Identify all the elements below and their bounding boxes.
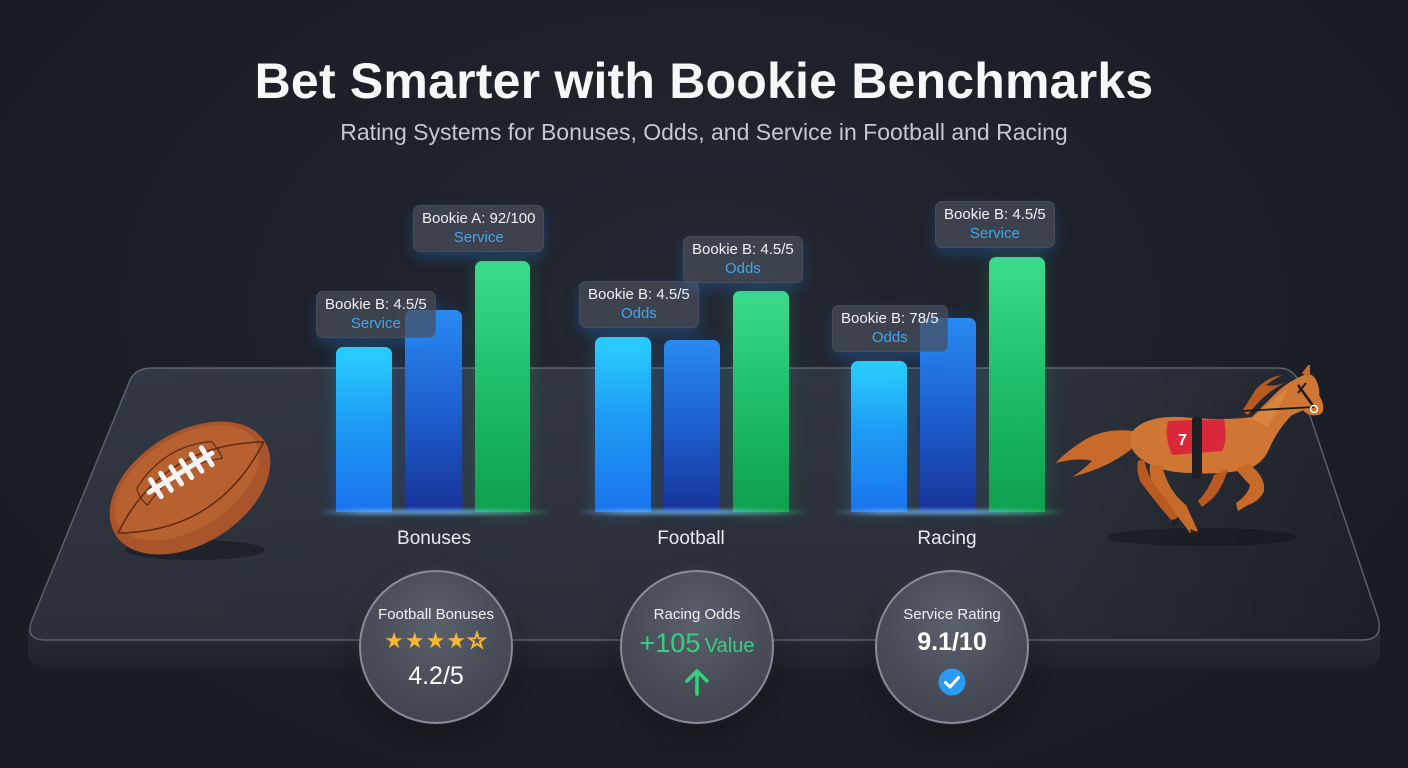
category-label-bonuses: Bonuses [397, 528, 471, 549]
tooltip-value: Bookie B: 78/5 [841, 310, 939, 327]
category-label-racing: Racing [917, 528, 977, 549]
tooltip-value: Bookie B: 4.5/5 [588, 286, 690, 303]
american-football-icon [109, 421, 271, 560]
tooltip-metric: Service [969, 225, 1020, 242]
bar-baseline-glow [575, 509, 811, 515]
page-subtitle: Rating Systems for Bonuses, Odds, and Se… [340, 119, 1068, 145]
racehorse-icon: 7 [1056, 365, 1324, 546]
bar-bonuses-light-blue[interactable] [336, 347, 392, 512]
tooltip-football-odds-1: Bookie B: 4.5/5 Odds [579, 281, 699, 328]
tooltip-metric: Odds [724, 260, 761, 277]
tooltip-value: Bookie B: 4.5/5 [325, 296, 427, 313]
badge-label: Racing Odds [653, 606, 741, 623]
badge-value: 4.2/5 [408, 662, 464, 690]
up-arrow-icon [685, 669, 709, 696]
badge-label: Service Rating [903, 606, 1001, 623]
bar-football-dark-blue[interactable] [664, 340, 720, 512]
bar-baseline-glow [831, 509, 1067, 515]
bar-baseline-glow [316, 509, 552, 515]
bar-football-green[interactable] [733, 291, 789, 512]
checkmark-icon [938, 668, 966, 696]
badge-racing-odds[interactable]: Racing Odds +105 Value [620, 570, 774, 724]
tooltip-racing-service: Bookie B: 4.5/5 Service [935, 201, 1055, 248]
tooltip-metric: Service [453, 229, 504, 246]
badge-football-bonuses[interactable]: Football Bonuses ★★★★☆ 4.2/5 [359, 570, 513, 724]
tooltip-metric: Odds [620, 305, 657, 322]
badge-value: +105 Value [639, 628, 755, 658]
badge-label: Football Bonuses [378, 606, 494, 623]
tooltip-bonuses-bookie-b: Bookie B: 4.5/5 Service [316, 291, 436, 338]
tooltip-bonuses-bookie-a: Bookie A: 92/100 Service [413, 205, 545, 252]
svg-text:7: 7 [1178, 432, 1187, 449]
bar-bonuses-green[interactable] [475, 261, 530, 512]
tooltip-value: Bookie B: 4.5/5 [692, 241, 794, 258]
bar-racing-green[interactable] [989, 257, 1045, 512]
tooltip-value: Bookie A: 92/100 [422, 210, 536, 227]
page-title: Bet Smarter with Bookie Benchmarks [254, 53, 1154, 109]
badge-value: 9.1/10 [917, 628, 987, 656]
star-rating-icon: ★★★★☆ [384, 627, 488, 653]
bar-football-light-blue[interactable] [595, 337, 651, 512]
tooltip-value: Bookie B: 4.5/5 [944, 206, 1046, 223]
tooltip-racing-odds: Bookie B: 78/5 Odds [832, 305, 948, 352]
category-label-football: Football [657, 528, 725, 549]
bar-bonuses-dark-blue[interactable] [405, 310, 462, 512]
tooltip-metric: Service [350, 315, 401, 332]
badge-service-rating[interactable]: Service Rating 9.1/10 [875, 570, 1029, 724]
bar-racing-light-blue[interactable] [851, 361, 907, 512]
tooltip-metric: Odds [871, 329, 908, 346]
tooltip-football-odds-2: Bookie B: 4.5/5 Odds [683, 236, 803, 283]
